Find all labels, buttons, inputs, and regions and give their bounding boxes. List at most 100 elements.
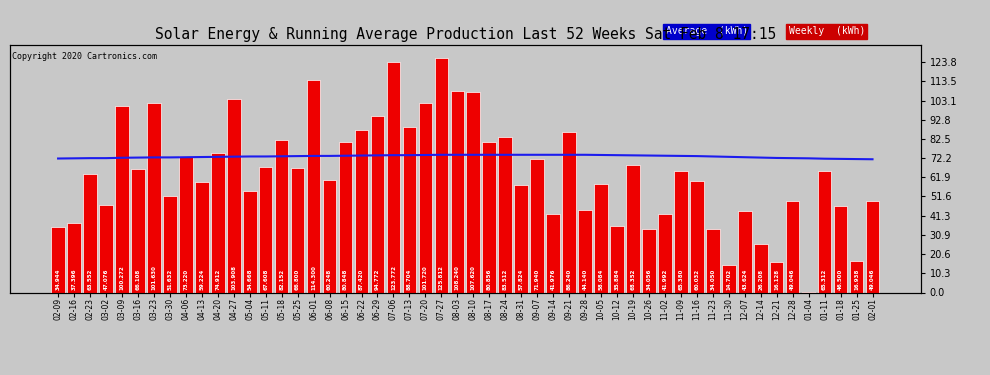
Text: 57.824: 57.824 bbox=[519, 268, 524, 290]
Text: 60.032: 60.032 bbox=[694, 268, 699, 290]
Bar bbox=[865, 201, 879, 292]
Bar bbox=[594, 184, 608, 292]
Text: 86.240: 86.240 bbox=[566, 268, 571, 290]
Bar bbox=[674, 171, 688, 292]
Bar bbox=[786, 201, 800, 292]
Bar bbox=[515, 185, 528, 292]
Text: 37.396: 37.396 bbox=[71, 268, 76, 290]
Bar bbox=[83, 174, 97, 292]
Text: 107.620: 107.620 bbox=[471, 265, 476, 290]
Bar bbox=[259, 167, 272, 292]
Text: 34.056: 34.056 bbox=[646, 268, 651, 290]
Text: 41.976: 41.976 bbox=[550, 268, 555, 290]
Bar bbox=[115, 106, 129, 292]
Text: 108.240: 108.240 bbox=[454, 265, 459, 290]
Text: 65.380: 65.380 bbox=[678, 268, 683, 290]
Text: 66.800: 66.800 bbox=[295, 268, 300, 290]
Text: 59.224: 59.224 bbox=[199, 268, 204, 290]
Text: Average  (kWh): Average (kWh) bbox=[665, 26, 747, 36]
Text: 60.248: 60.248 bbox=[327, 268, 332, 290]
Bar bbox=[435, 58, 448, 292]
Text: 65.312: 65.312 bbox=[822, 268, 827, 290]
Bar bbox=[770, 262, 783, 292]
Bar bbox=[531, 159, 544, 292]
Text: 49.046: 49.046 bbox=[870, 268, 875, 290]
Text: 68.352: 68.352 bbox=[631, 268, 636, 290]
Text: 87.420: 87.420 bbox=[359, 268, 364, 290]
Bar bbox=[466, 92, 480, 292]
Text: Copyright 2020 Cartronics.com: Copyright 2020 Cartronics.com bbox=[12, 53, 156, 62]
Text: 123.772: 123.772 bbox=[391, 265, 396, 290]
Text: 83.512: 83.512 bbox=[503, 268, 508, 290]
Bar bbox=[195, 182, 209, 292]
Bar bbox=[291, 168, 304, 292]
Bar bbox=[227, 99, 241, 292]
Text: 73.220: 73.220 bbox=[183, 268, 188, 290]
Bar bbox=[67, 223, 81, 292]
Bar bbox=[690, 181, 704, 292]
Text: 125.812: 125.812 bbox=[439, 265, 444, 290]
Bar bbox=[498, 137, 512, 292]
Bar bbox=[722, 265, 736, 292]
Text: 74.912: 74.912 bbox=[215, 268, 221, 290]
Bar bbox=[323, 180, 337, 292]
Text: 16.128: 16.128 bbox=[774, 268, 779, 290]
Bar bbox=[179, 156, 193, 292]
Bar bbox=[738, 211, 751, 292]
Text: 41.992: 41.992 bbox=[662, 268, 667, 290]
Bar bbox=[403, 128, 416, 292]
Text: 34.944: 34.944 bbox=[55, 268, 60, 290]
Text: Weekly  (kWh): Weekly (kWh) bbox=[789, 26, 865, 36]
Text: 67.608: 67.608 bbox=[263, 268, 268, 290]
Text: 94.772: 94.772 bbox=[375, 268, 380, 290]
Text: 114.300: 114.300 bbox=[311, 265, 316, 290]
Text: 54.668: 54.668 bbox=[248, 268, 252, 290]
Text: 14.702: 14.702 bbox=[727, 268, 732, 290]
Bar bbox=[163, 196, 176, 292]
Bar bbox=[419, 103, 433, 292]
Text: 63.552: 63.552 bbox=[87, 268, 92, 290]
Bar bbox=[546, 214, 560, 292]
Bar bbox=[148, 104, 160, 292]
Bar bbox=[643, 229, 655, 292]
Text: 100.272: 100.272 bbox=[120, 265, 125, 290]
Bar bbox=[578, 210, 592, 292]
Bar bbox=[818, 171, 832, 292]
Text: 46.500: 46.500 bbox=[839, 268, 843, 290]
Bar bbox=[243, 191, 256, 292]
Text: 103.908: 103.908 bbox=[232, 265, 237, 290]
Bar bbox=[131, 170, 145, 292]
Text: 49.046: 49.046 bbox=[790, 268, 795, 290]
Bar bbox=[562, 132, 576, 292]
Bar bbox=[627, 165, 640, 292]
Text: 80.848: 80.848 bbox=[343, 268, 348, 290]
Bar bbox=[849, 261, 863, 292]
Text: 101.720: 101.720 bbox=[423, 265, 428, 290]
Bar bbox=[275, 140, 288, 292]
Text: 47.076: 47.076 bbox=[104, 268, 109, 290]
Text: 88.704: 88.704 bbox=[407, 268, 412, 290]
Bar bbox=[706, 229, 720, 292]
Text: 101.630: 101.630 bbox=[151, 265, 156, 290]
Text: 71.940: 71.940 bbox=[535, 268, 540, 290]
Text: 80.856: 80.856 bbox=[487, 268, 492, 290]
Text: 43.624: 43.624 bbox=[742, 268, 747, 290]
Text: 16.938: 16.938 bbox=[854, 268, 859, 290]
Bar bbox=[754, 244, 767, 292]
Text: 51.632: 51.632 bbox=[167, 268, 172, 290]
Bar bbox=[354, 130, 368, 292]
Bar bbox=[658, 214, 671, 292]
Text: 34.050: 34.050 bbox=[710, 268, 716, 290]
Bar bbox=[482, 142, 496, 292]
Title: Solar Energy & Running Average Production Last 52 Weeks Sat Feb 8 17:15: Solar Energy & Running Average Productio… bbox=[154, 27, 776, 42]
Bar bbox=[99, 205, 113, 292]
Bar bbox=[610, 226, 624, 292]
Text: 82.152: 82.152 bbox=[279, 268, 284, 290]
Bar bbox=[51, 228, 65, 292]
Text: 66.108: 66.108 bbox=[136, 268, 141, 290]
Bar bbox=[370, 116, 384, 292]
Text: 58.084: 58.084 bbox=[599, 268, 604, 290]
Bar bbox=[387, 62, 400, 292]
Text: 35.884: 35.884 bbox=[615, 268, 620, 290]
Bar bbox=[339, 142, 352, 292]
